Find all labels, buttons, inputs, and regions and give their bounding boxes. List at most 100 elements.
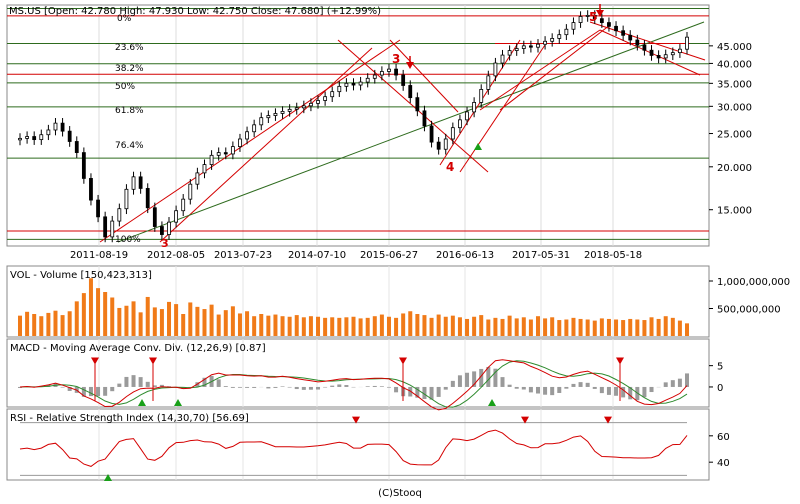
volume-bar <box>642 320 646 336</box>
candle-up <box>338 86 341 91</box>
candle-up <box>551 38 554 41</box>
macd-histogram-bar <box>146 382 150 387</box>
candle-up <box>664 55 667 58</box>
fib-label-50: 50% <box>115 82 135 92</box>
candle-down <box>395 69 398 75</box>
candle-down <box>352 83 355 85</box>
candle-down <box>33 137 36 140</box>
volume-bar <box>571 318 575 336</box>
volume-bar <box>671 318 675 336</box>
candle-up <box>359 82 362 85</box>
volume-bar <box>337 318 341 336</box>
volume-bar <box>586 320 590 337</box>
volume-bar <box>486 320 490 337</box>
fib-label-61: 61.8% <box>115 106 144 116</box>
candle-down <box>416 98 419 111</box>
candle-down <box>153 208 156 227</box>
macd-histogram-bar <box>266 387 270 388</box>
volume-bar <box>600 318 604 336</box>
candle-up <box>132 177 135 189</box>
volume-bar <box>96 288 100 336</box>
price-tick-label: 45.000 <box>717 42 752 53</box>
volume-bar <box>501 319 505 336</box>
rsi-tick-label: 60 <box>717 432 730 443</box>
candle-up <box>458 120 461 128</box>
macd-histogram-bar <box>650 387 654 392</box>
macd-histogram-bar <box>110 387 114 391</box>
volume-bar <box>543 318 547 336</box>
macd-histogram-bar <box>380 386 384 387</box>
date-tick-label: 2013-07-23 <box>214 250 272 261</box>
candle-up <box>54 123 57 130</box>
volume-bar <box>266 316 270 336</box>
volume-bar <box>422 315 426 336</box>
candle-up <box>19 138 22 139</box>
volume-bar <box>550 317 554 336</box>
candle-up <box>189 184 192 199</box>
macd-histogram-bar <box>579 382 583 387</box>
macd-histogram-bar <box>96 387 100 396</box>
macd-histogram-bar <box>323 387 327 388</box>
date-tick-label: 2012-08-05 <box>147 250 205 261</box>
macd-histogram-bar <box>642 387 646 397</box>
candle-up <box>182 199 185 211</box>
candle-down <box>529 46 532 47</box>
candle-down <box>636 40 639 45</box>
price-tick-label: 30.000 <box>717 102 752 113</box>
fib-label-23: 23.6% <box>115 43 144 53</box>
macd-histogram-bar <box>252 387 256 388</box>
volume-bar <box>415 314 419 336</box>
date-tick-label: 2016-06-13 <box>436 250 494 261</box>
volume-bar <box>288 317 292 336</box>
macd-histogram-bar <box>458 375 462 387</box>
wave-label-3-low: 3 <box>161 237 169 250</box>
volume-bar <box>614 320 618 337</box>
volume-bar <box>82 293 86 336</box>
candle-up <box>494 63 497 76</box>
rsi-title: RSI - Relative Strength Index (14,30,70)… <box>10 413 249 424</box>
candle-down <box>104 217 107 237</box>
footer-copyright: (C)Stooq <box>378 488 422 499</box>
price-axis-ticks: 45.00040.00035.00030.00025.00020.00015.0… <box>709 42 752 217</box>
volume-bar <box>529 320 533 337</box>
candle-down <box>430 126 433 142</box>
candle-up <box>380 71 383 75</box>
volume-bar <box>259 314 263 336</box>
candle-down <box>61 123 64 131</box>
volume-bar <box>25 312 29 336</box>
volume-bar <box>344 317 348 336</box>
wave-label-3: 3 <box>392 52 400 66</box>
volume-bar <box>153 307 157 336</box>
macd-histogram-bar <box>330 386 334 387</box>
volume-bar <box>451 316 455 336</box>
volume-bar <box>359 318 363 336</box>
candle-up <box>288 109 291 111</box>
macd-histogram-bar <box>536 387 540 394</box>
candle-down <box>224 153 227 154</box>
volume-bar <box>295 315 299 336</box>
volume-bar <box>302 317 306 336</box>
volume-bar <box>621 320 625 336</box>
volume-bar <box>465 319 469 336</box>
candle-up <box>203 165 206 173</box>
candle-down <box>97 200 100 217</box>
wave-label-4: 4 <box>446 160 454 174</box>
volume-bar <box>89 278 93 336</box>
volume-bar <box>557 320 561 336</box>
volume-bar <box>508 316 512 336</box>
candle-up <box>274 113 277 115</box>
macd-histogram-bar <box>515 387 519 389</box>
candle-up <box>565 29 568 34</box>
volume-title: VOL - Volume [150,423,313] <box>10 270 152 281</box>
volume-bar <box>195 307 199 336</box>
candle-down <box>629 35 632 40</box>
candle-up <box>373 75 376 78</box>
volume-bar <box>522 317 526 336</box>
candle-down <box>139 177 142 189</box>
candle-up <box>451 128 454 139</box>
macd-histogram-bar <box>89 387 93 396</box>
candle-up <box>260 118 263 125</box>
macd-histogram-bar <box>373 386 377 387</box>
